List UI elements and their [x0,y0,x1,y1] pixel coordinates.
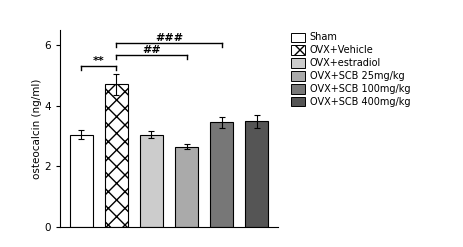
Text: ###: ### [155,33,183,43]
Bar [70,135,93,227]
Y-axis label: osteocalcin (ng/ml): osteocalcin (ng/ml) [32,78,42,179]
Legend: Sham, OVX+Vehicle, OVX+estradiol, OVX+SCB 25mg/kg, OVX+SCB 100mg/kg, OVX+SCB 400: Sham, OVX+Vehicle, OVX+estradiol, OVX+SC… [289,31,412,109]
Bar [175,147,198,227]
Text: **: ** [93,56,105,65]
Bar [210,122,233,227]
Bar [140,135,163,227]
Text: ##: ## [142,45,161,55]
Bar [245,122,268,227]
Bar [105,84,128,227]
